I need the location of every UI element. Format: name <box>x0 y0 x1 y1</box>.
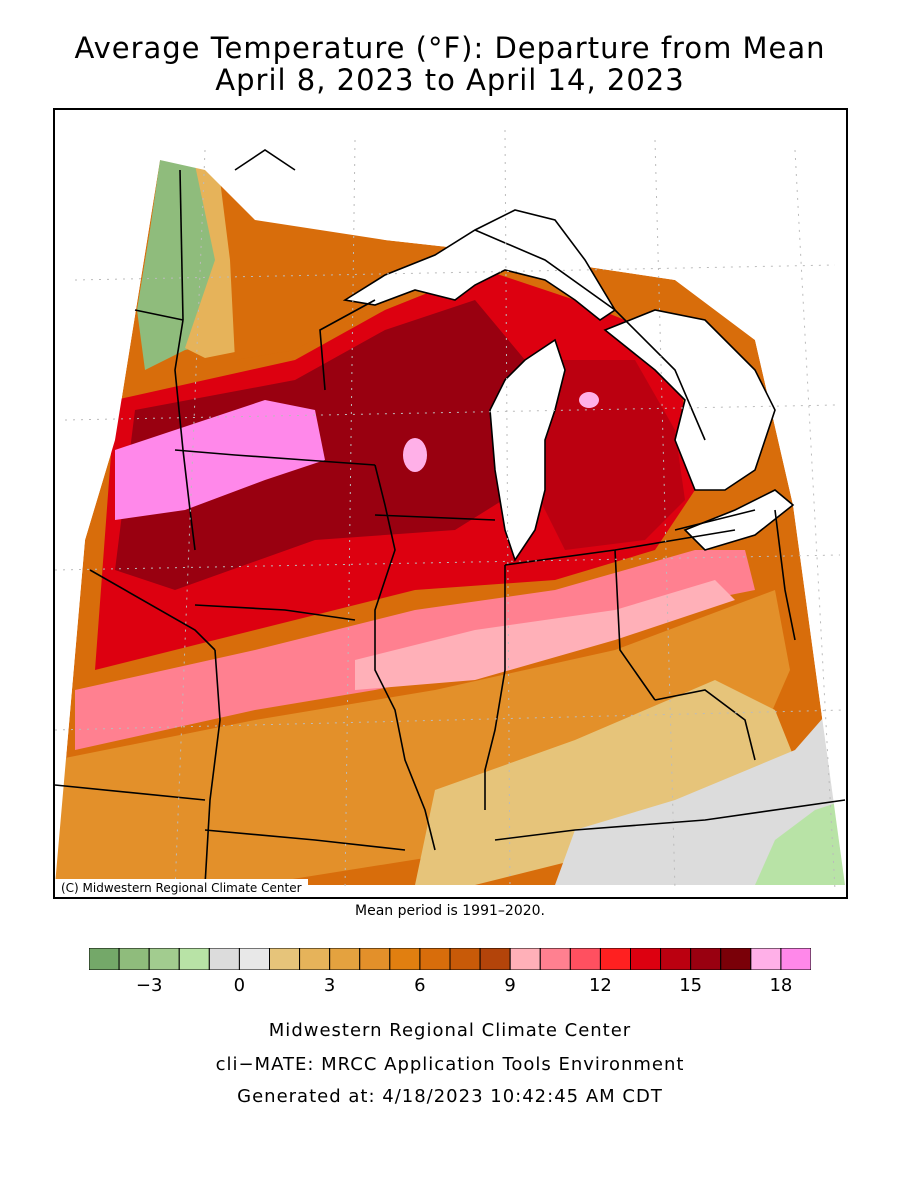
legend-tick-label: −3 <box>135 975 163 996</box>
legend-bin <box>750 948 782 970</box>
legend-bin <box>148 948 180 970</box>
color-scale-ticks: −3 0 3 6 9 12 15 18 <box>0 975 900 999</box>
lake-michigan <box>489 338 566 562</box>
anomaly-zone-pink-wisconsin <box>403 438 427 472</box>
legend-bin <box>569 948 601 970</box>
legend-tick-label: 18 <box>769 975 793 996</box>
mean-period-note: Mean period is 1991–2020. <box>355 903 545 919</box>
anomaly-zone-cool-southeast <box>755 800 845 885</box>
legend-bin <box>89 948 120 970</box>
legend-bin <box>329 948 361 970</box>
legend-bin <box>660 948 692 970</box>
legend-bin <box>690 948 722 970</box>
anomaly-zone-lightpink-band <box>355 580 735 690</box>
legend-bin <box>449 948 481 970</box>
anomaly-zone-tan-south <box>415 680 795 885</box>
anomaly-zone-darkred-michigan <box>535 360 685 550</box>
legend-bin <box>389 948 421 970</box>
legend-bin <box>269 948 301 970</box>
legend-bin <box>509 948 541 970</box>
color-scale-legend <box>89 948 811 970</box>
state-boundaries <box>55 149 846 886</box>
legend-bin <box>118 948 150 970</box>
map-date-range: April 8, 2023 to April 14, 2023 <box>215 63 685 97</box>
map-credit: (C) Midwestern Regional Climate Center <box>55 879 308 897</box>
legend-bin <box>178 948 210 970</box>
lake-superior <box>342 209 617 321</box>
anomaly-zone-pink-max <box>115 400 325 520</box>
legend-bin <box>780 948 811 970</box>
map-canvas <box>55 110 846 891</box>
anomaly-zone-neutral-southeast <box>555 710 845 885</box>
legend-bin <box>539 948 571 970</box>
legend-bin <box>238 948 270 970</box>
outside-domain-west <box>55 110 160 885</box>
footer-generated-time: Generated at: 4/18/2023 10:42:45 AM CDT <box>237 1086 663 1107</box>
legend-bin <box>630 948 662 970</box>
outside-domain-east <box>793 505 846 885</box>
outside-domain-northeast <box>160 110 846 505</box>
legend-bin <box>359 948 391 970</box>
anomaly-zone-pink-michigan <box>579 392 599 408</box>
legend-tick-label: 15 <box>679 975 703 996</box>
legend-bin <box>208 948 240 970</box>
legend-tick-label: 9 <box>504 975 516 996</box>
legend-bin <box>299 948 331 970</box>
legend-bin <box>599 948 632 970</box>
map-title: Average Temperature (°F): Departure from… <box>74 31 826 65</box>
legend-bin <box>419 948 451 970</box>
footer-organization: Midwestern Regional Climate Center <box>268 1020 632 1041</box>
legend-tick-label: 3 <box>323 975 336 996</box>
legend-tick-label: 0 <box>233 975 246 996</box>
legend-tick-label: 12 <box>588 975 612 996</box>
temperature-departure-map <box>53 108 848 899</box>
lake-huron <box>603 309 776 491</box>
anomaly-zone-neutral-west <box>185 165 245 358</box>
legend-bin <box>479 948 511 970</box>
anomaly-zone-north-orange <box>220 180 435 360</box>
footer-tool-name: cli−MATE: MRCC Application Tools Environ… <box>215 1054 685 1075</box>
lake-erie <box>683 489 795 551</box>
legend-bin <box>720 948 752 970</box>
graticule <box>55 129 846 891</box>
legend-tick-label: 6 <box>414 975 426 996</box>
